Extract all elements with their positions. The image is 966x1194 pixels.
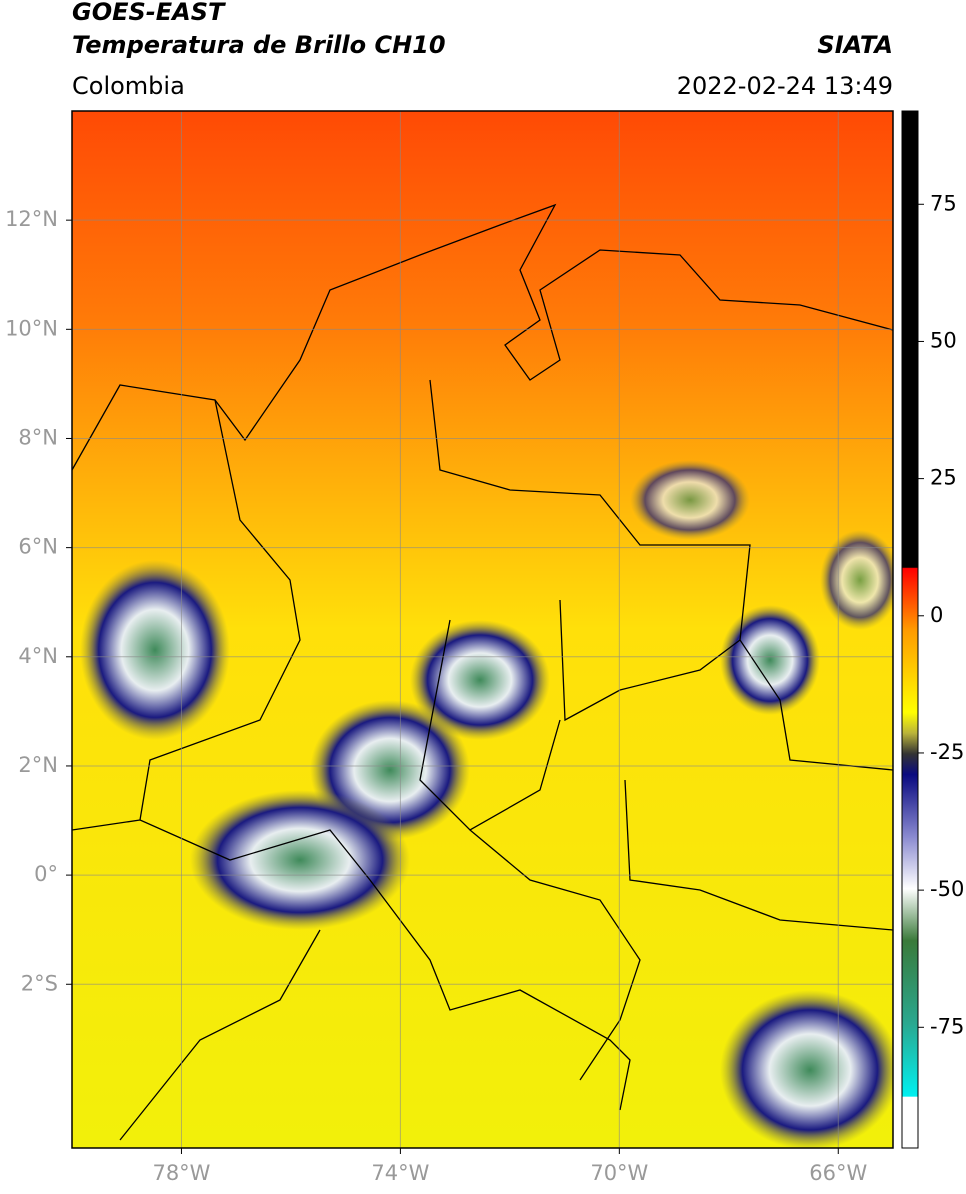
grid bbox=[72, 111, 893, 1148]
colorbar-tick-label: -50 bbox=[930, 877, 964, 901]
x-tick-label: 70°W bbox=[590, 1161, 648, 1185]
y-tick-label: 2°S bbox=[21, 971, 58, 995]
y-tick-label: 6°N bbox=[18, 535, 58, 559]
colorbar-tick-label: 0 bbox=[930, 603, 943, 627]
source: SIATA bbox=[817, 31, 893, 59]
colorbar-tick-label: -75 bbox=[930, 1014, 964, 1038]
y-tick-label: 4°N bbox=[18, 644, 58, 668]
datetime: 2022-02-24 13:49 bbox=[677, 72, 893, 100]
x-tick-label: 78°W bbox=[152, 1161, 210, 1185]
colorbar-tick-label: 50 bbox=[930, 328, 957, 352]
colorbar-tick-label: -25 bbox=[930, 740, 964, 764]
title-line2: Temperatura de Brillo CH10 bbox=[72, 31, 446, 59]
y-tick-label: 2°N bbox=[18, 753, 58, 777]
colorbar-tick-label: 25 bbox=[930, 466, 957, 490]
y-tick-label: 8°N bbox=[18, 425, 58, 449]
y-tick-label: 10°N bbox=[5, 316, 58, 340]
borders bbox=[72, 203, 893, 1141]
colorbar-tick-label: 75 bbox=[930, 191, 957, 215]
x-tick-label: 74°W bbox=[371, 1161, 429, 1185]
colorbar bbox=[901, 110, 919, 1149]
y-tick-label: 12°N bbox=[5, 207, 58, 231]
x-tick-label: 66°W bbox=[809, 1161, 867, 1185]
region: Colombia bbox=[72, 72, 185, 100]
y-tick-label: 0° bbox=[34, 862, 58, 886]
map-image bbox=[72, 111, 893, 1148]
map-frame bbox=[71, 110, 894, 1149]
title-line1: GOES-EAST bbox=[72, 0, 226, 26]
